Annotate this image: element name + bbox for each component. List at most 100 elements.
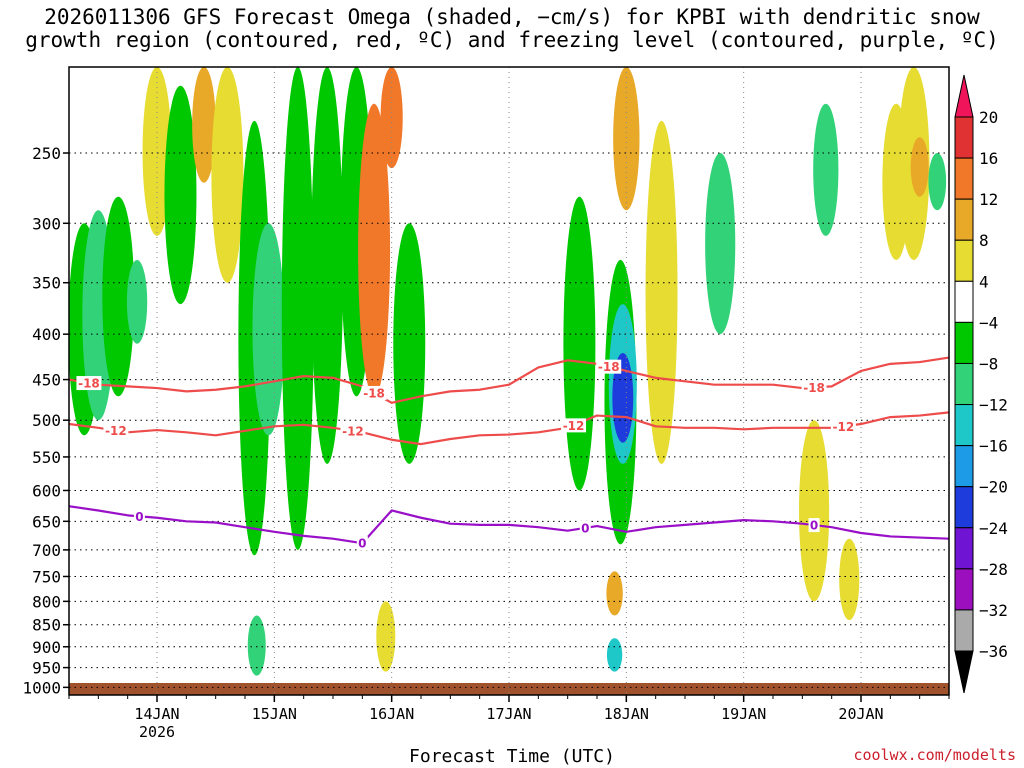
contour-label-bg [830,419,856,434]
chart-title-line1: 2026011306 GFS Forecast Omega (shaded, −… [44,5,980,29]
omega-cell [311,67,344,464]
omega-cell [613,67,640,211]
colorbar-segment [954,198,974,241]
x-tick-label: 20JAN [838,705,883,723]
y-tick-label: 800 [32,592,61,611]
colorbar-segment [954,486,974,529]
contour-label-bg [76,376,102,391]
omega-cell [358,103,391,397]
colorbar-segment [954,321,974,364]
ground-strip [69,683,949,695]
colorbar-segment [954,280,974,323]
omega-cell [192,67,216,183]
contour-label: 0 [135,510,143,524]
contour-label: -18 [803,381,825,395]
omega-cell [142,67,172,236]
y-tick-label: 900 [32,638,61,657]
y-tick-label: 400 [32,325,61,344]
x-tick-label: 18JAN [604,705,649,723]
colorbar-label: −8 [979,354,998,373]
omega-cell [606,638,623,672]
colorbar-label: −24 [979,519,1008,538]
colorbar-segment [954,527,974,570]
colorbar-label: 8 [979,231,989,250]
contour-label: -18 [363,386,385,400]
omega-cell [563,196,596,491]
x-tick-label: 14JAN [134,705,179,723]
colorbar-segment [954,404,974,447]
y-tick-label: 650 [32,512,61,531]
colorbar-label: 16 [979,149,998,168]
colorbar-segment [954,157,974,200]
y-tick-label: 750 [32,567,61,586]
credit-link[interactable]: coolwx.com/modelts [853,746,1016,764]
omega-cell [393,223,426,464]
chart-title-line2: growth region (contoured, red, ºC) and f… [25,28,999,52]
omega-cell [606,571,623,616]
omega-cell [799,420,830,602]
y-tick-label: 350 [32,274,61,293]
contour-label-bg [801,380,827,395]
colorbar-segment [954,239,974,282]
omega-cell [126,260,148,344]
contour-label-bg [561,418,587,433]
omega-cell [247,615,266,676]
x-tick-label: 17JAN [486,705,531,723]
omega-cell [102,196,135,397]
contour-label: 0 [358,537,366,551]
omega-cell [376,601,396,672]
contour-label-bg [133,509,145,524]
y-tick-label: 250 [32,144,61,163]
colorbar-label: −4 [979,313,998,332]
colorbar-label: 4 [979,272,989,291]
colorbar-label: −12 [979,396,1008,415]
y-tick-label: 950 [32,659,61,678]
y-tick-label: 1000 [22,678,61,697]
omega-cell [211,67,244,283]
x-tick-sublabel: 2026 [139,723,175,741]
x-tick-label: 16JAN [369,705,414,723]
y-tick-label: 600 [32,481,61,500]
contour-label: -12 [563,419,585,433]
y-tick-label: 500 [32,411,61,430]
contour-line [69,411,949,446]
contour-label: -18 [78,377,100,391]
colorbar-segment [954,116,974,159]
y-tick-label: 300 [32,214,61,233]
colorbar-label: −36 [979,642,1008,661]
omega-cell [910,137,929,197]
omega-cell [164,85,197,305]
y-tick-label: 450 [32,371,61,390]
contour-label-bg [103,423,129,438]
x-tick-label: 15JAN [252,705,297,723]
colorbar-label: 12 [979,190,998,209]
omega-cell [252,223,285,436]
colorbar-label: −20 [979,478,1008,497]
y-tick-label: 850 [32,616,61,635]
contour-label: 0 [810,519,818,533]
colorbar-bottom-arrow [954,650,974,694]
colorbar-label: −32 [979,601,1008,620]
colorbar-top-arrow [954,74,974,118]
colorbar-segment [954,568,974,611]
y-tick-label: 700 [32,541,61,560]
omega-cell [705,153,736,335]
contour-label: 0 [581,521,589,535]
contour-label: -12 [342,424,364,438]
omega-cell [928,153,947,211]
colorbar-label: −28 [979,560,1008,579]
contour-label: -18 [598,360,620,374]
colorbar-segment [954,445,974,488]
contour-label-bg [579,520,591,535]
colorbar-label: 20 [979,108,998,127]
contour-label-bg [361,385,387,400]
chart-title: 2026011306 GFS Forecast Omega (shaded, −… [0,6,1024,52]
contour-label-bg [356,536,368,551]
x-tick-label: 19JAN [721,705,766,723]
omega-cell [612,352,634,443]
contour-line [69,505,949,545]
y-tick-label: 550 [32,448,61,467]
colorbar-label: −16 [979,437,1008,456]
colorbar-segment [954,609,974,652]
